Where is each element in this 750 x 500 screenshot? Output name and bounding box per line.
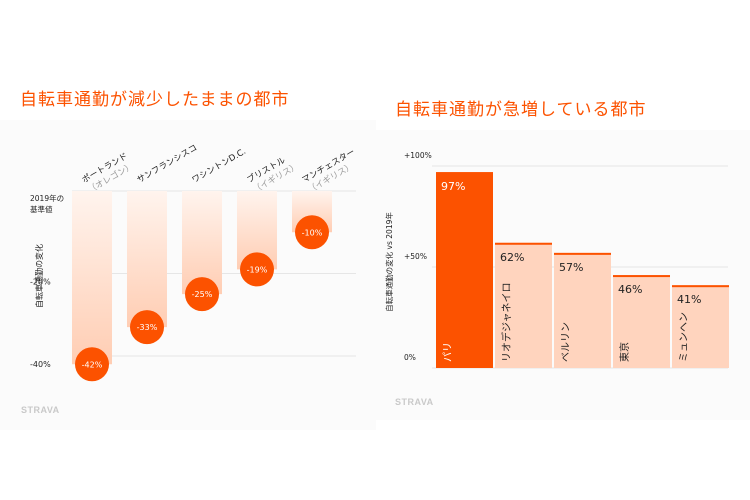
data-label: 41% [677,293,701,306]
left-chart: -42%-33%-25%-19%-10% ポートランド（オレゴン） サンフランシス… [30,143,357,382]
bar [436,172,493,368]
category-label: ワシントンD.C. [191,147,248,186]
bar [554,252,611,368]
category-label: パリ [442,342,454,362]
increasing-cities-panel: 自転車通勤が急増している都市 97% パリ 62% リオデジャネイロ 57% ベルリン 46… [376,0,750,500]
left-chart-title: 自転車通勤が減少したままの都市 [20,90,290,110]
bar [127,191,167,328]
y-tick-label: -20% [30,278,51,287]
y-tick-label: +50% [404,252,427,261]
bar [72,191,112,365]
bar [182,191,222,295]
bar-top-line [554,252,611,255]
data-label: -10% [302,228,323,237]
data-label: 46% [618,283,642,296]
data-label: -42% [82,360,103,369]
value-marker [295,215,329,250]
bar-top-line [672,285,729,288]
data-label: -33% [137,323,158,332]
data-label: -19% [247,265,268,274]
category-label: ミュンヘン [679,312,690,362]
y-tick-label: 0% [404,353,416,362]
value-marker [130,310,164,345]
bar [613,275,670,368]
y-tick-label: -40% [30,360,51,369]
baseline-label: 基準値 [30,204,53,214]
value-marker [75,347,109,382]
y-tick-label: +100% [404,151,432,160]
strava-logo: STRAVA [21,405,60,415]
value-marker [185,277,219,312]
y-axis-label: 自転車通勤の変化 vs 2019年 [384,212,394,312]
category-label: リオデジャネイロ [500,283,513,363]
category-label: ベルリン [560,322,572,362]
bar-top-line [613,275,670,278]
data-label: 57% [559,261,583,274]
right-chart: 97% パリ 62% リオデジャネイロ 57% ベルリン 46% 東京 41% ミュンヘン +10… [384,151,729,369]
declining-cities-panel: 自転車通勤が減少したままの都市 -42% -33% -25% -19% -10% ポート… [20,90,358,415]
category-label: 東京 [618,342,631,362]
bar [495,242,552,368]
data-label: -25% [192,290,213,299]
data-label: 97% [441,180,465,193]
strava-logo: STRAVA [395,397,434,407]
value-marker [240,252,274,287]
bar [672,285,729,368]
category-label: サンフランシスコ [136,143,200,186]
baseline-label: 2019年の [30,193,64,203]
bar-top-line [495,242,552,245]
y-axis-label: 自転車通勤の変化 [34,244,44,308]
data-label: 62% [500,251,524,264]
right-chart-title: 自転車通勤が急増している都市 [395,100,647,120]
